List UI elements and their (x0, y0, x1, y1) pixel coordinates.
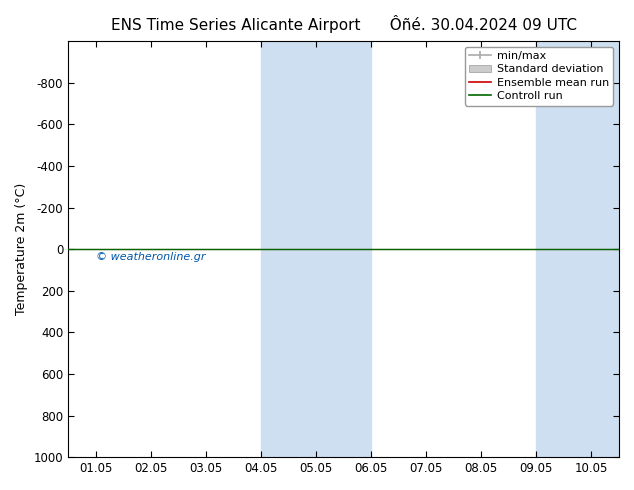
Bar (536, 41, 634, 457)
Legend: min/max, Standard deviation, Ensemble mean run, Controll run: min/max, Standard deviation, Ensemble me… (465, 47, 614, 105)
Title: ENS Time Series Alicante Airport      Ôñé. 30.04.2024 09 UTC: ENS Time Series Alicante Airport Ôñé. 30… (110, 15, 576, 33)
Text: © weatheronline.gr: © weatheronline.gr (96, 252, 205, 262)
Y-axis label: Temperature 2m (°C): Temperature 2m (°C) (15, 183, 28, 315)
Bar (261, 41, 371, 457)
